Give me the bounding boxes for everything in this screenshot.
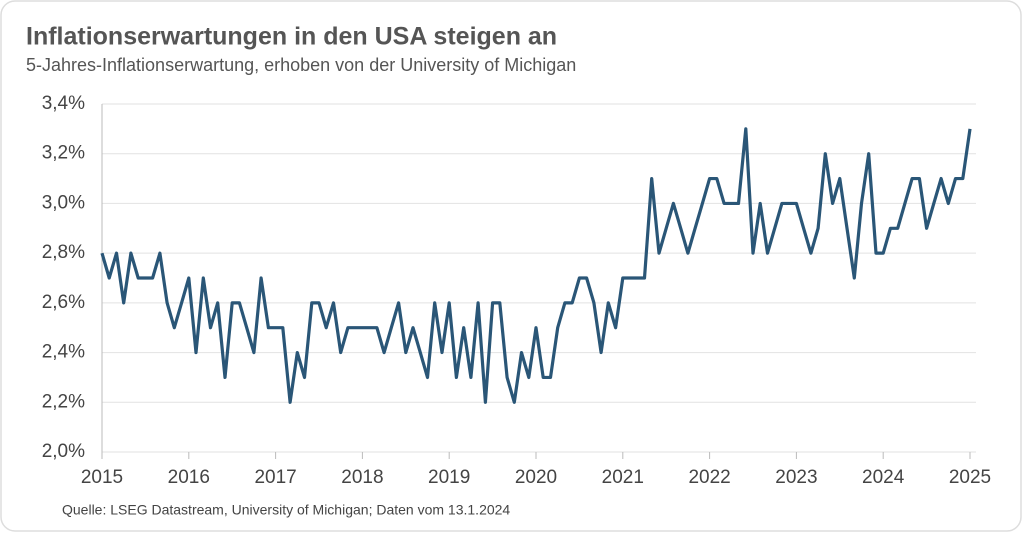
y-tick-label: 3,2%: [42, 143, 85, 164]
y-tick-label: 2,8%: [42, 242, 85, 263]
x-tick-label: 2015: [81, 467, 123, 488]
x-tick-label: 2025: [949, 467, 991, 488]
y-tick-label: 2,2%: [42, 391, 85, 412]
x-tick-label: 2019: [428, 467, 470, 488]
chart-subtitle: 5-Jahres-Inflationserwartung, erhoben vo…: [26, 55, 576, 75]
x-tick-label: 2016: [168, 467, 210, 488]
y-tick-label: 3,0%: [42, 192, 85, 213]
data-line: [100, 127, 972, 404]
y-tick-label: 2,6%: [42, 292, 85, 313]
y-tick-label: 2,4%: [42, 342, 85, 363]
x-tick-label: 2024: [862, 467, 905, 488]
y-tick-label: 3,4%: [42, 93, 85, 114]
source-note: Quelle: LSEG Datastream, University of M…: [62, 502, 510, 518]
x-tick-label: 2022: [688, 467, 730, 488]
x-tick-label: 2021: [602, 467, 644, 488]
y-tick-label: 2,0%: [42, 441, 85, 462]
x-tick-label: 2018: [341, 467, 383, 488]
x-tick-label: 2017: [254, 467, 296, 488]
x-tick-label: 2020: [515, 467, 557, 488]
x-tick-label: 2023: [775, 467, 817, 488]
chart-title: Inflationserwartungen in den USA steigen…: [26, 23, 557, 51]
